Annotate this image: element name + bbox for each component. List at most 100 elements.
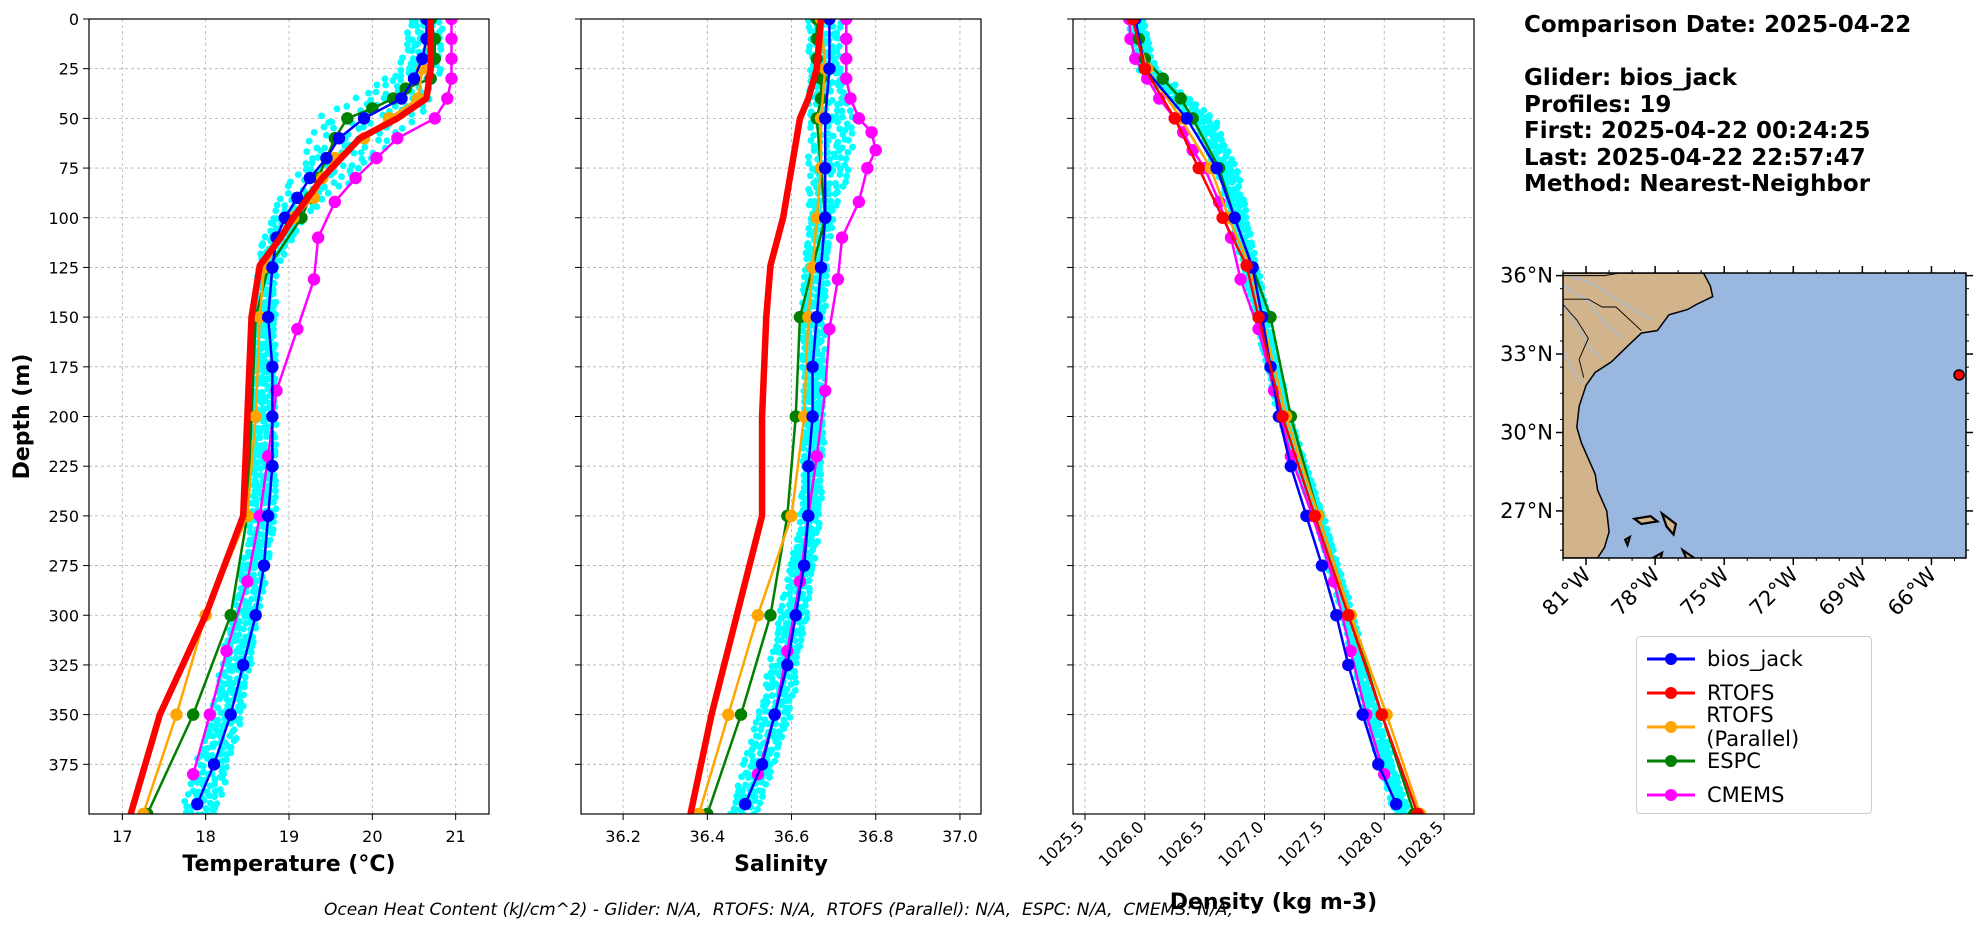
glider-profile-point [227, 743, 235, 751]
data-point-bios-jack [303, 171, 317, 185]
glider-profile-point [766, 750, 773, 758]
x-tick-label: 37.0 [942, 827, 978, 846]
data-point-rtofs [1308, 509, 1321, 523]
glider-profile-point [766, 774, 773, 781]
glider-profile-point [770, 728, 778, 735]
glider-profile-point [330, 179, 338, 187]
glider-profile-point [209, 732, 217, 740]
glider-profile-point [809, 546, 817, 554]
glider-profile-point [768, 692, 776, 699]
glider-profile-point [810, 302, 818, 310]
data-point-bios-jack [1330, 609, 1343, 622]
glider-name: Glider: bios_jack [1524, 65, 1737, 91]
glider-profile-point [322, 131, 330, 139]
glider-profile-point [254, 459, 262, 466]
first-time: First: 2025-04-22 00:24:25 [1524, 118, 1871, 144]
data-point-cmems [810, 450, 823, 463]
glider-profile-point [829, 132, 837, 140]
glider-profile-point [1241, 200, 1248, 208]
glider-profile-point [222, 690, 230, 697]
glider-profile-point [397, 58, 405, 66]
glider-profile-point [251, 588, 258, 596]
glider-profile-point [814, 505, 822, 512]
data-point-rtofs-parallel [170, 708, 183, 721]
glider-profile-point [397, 76, 405, 84]
glider-profile-point [793, 647, 801, 655]
glider-profile-point [849, 143, 856, 151]
glider-profile-point [235, 631, 243, 639]
glider-profile-point [1388, 762, 1396, 769]
glider-profile-point [210, 810, 218, 814]
glider-profile-point [827, 232, 834, 240]
y-tick-label: 275 [48, 557, 79, 576]
series-line-rtofs-parallel [697, 19, 827, 814]
glider-profile-point [790, 549, 797, 557]
lat-tick-label: 33°N [1500, 342, 1553, 366]
legend-swatch-espc [1647, 755, 1695, 767]
glider-profile-point [1234, 168, 1242, 176]
data-point-rtofs-parallel [136, 807, 150, 814]
temperature-panel: 17 18 19 20 21 0 25 50 75 100 125 150 175 200 225 250 27… [10, 10, 490, 877]
glider-profile-point [792, 679, 800, 686]
glider-profile-point [247, 660, 255, 667]
glider-profile-point [211, 793, 218, 801]
data-point-cmems [349, 171, 362, 185]
data-point-bios-jack [407, 72, 421, 85]
glider-profile-point [799, 356, 807, 364]
data-point-cmems [370, 151, 383, 165]
glider-profile-point [236, 648, 244, 656]
data-point-rtofs-parallel [785, 509, 798, 523]
data-point-bios-jack [191, 797, 204, 811]
glider-profile-point [818, 494, 825, 502]
glider-profile-point [748, 752, 756, 760]
glider-profile-point [221, 778, 229, 786]
glider-profile-point [785, 697, 793, 704]
glider-profile-point [272, 487, 280, 495]
legend-swatch-rtofs [1647, 687, 1695, 699]
glider-profile-point [786, 590, 794, 598]
glider-profile-point [774, 743, 782, 751]
glider-profile-point [739, 811, 747, 814]
glider-profile-point [751, 797, 759, 804]
legend-swatch-bios-jack [1647, 653, 1695, 665]
glider-profile-point [380, 94, 388, 102]
glider-profile-point [199, 762, 207, 770]
comparison-info: Comparison Date: 2025-04-22 Glider: bios… [1524, 12, 1911, 198]
glider-profile-point [414, 40, 422, 48]
glider-profile-point [1337, 571, 1345, 578]
y-tick-label: 200 [48, 408, 79, 427]
y-tick-label: 100 [48, 209, 79, 228]
data-point-bios-jack [802, 509, 815, 523]
series-line-bios-jack [1134, 19, 1398, 805]
glider-profile-point [245, 552, 253, 560]
glider-profile-point [1209, 142, 1217, 150]
legend: bios_jack RTOFS RTOFS (Parallel) ESPC CM… [1636, 636, 1872, 814]
data-point-cmems [1344, 644, 1357, 658]
glider-profile-point [252, 495, 260, 503]
glider-profile-point [1401, 809, 1409, 814]
glider-profile-point [832, 201, 840, 209]
glider-profile-point [810, 147, 818, 155]
glider-profile-point [823, 280, 831, 287]
glider-profile-point [187, 809, 195, 814]
data-point-cmems [291, 322, 304, 336]
glider-profile-point [251, 564, 258, 572]
glider-profile-point [811, 198, 819, 205]
y-tick-label: 250 [48, 507, 79, 526]
data-point-bios-jack [1180, 112, 1193, 125]
glider-profile-point [1248, 242, 1256, 249]
y-tick-label: 75 [59, 159, 79, 178]
glider-profile-point [265, 404, 273, 411]
glider-profile-point [773, 751, 781, 759]
glider-profile-point [271, 481, 279, 489]
glider-profile-point [335, 182, 343, 190]
data-point-bios-jack [1284, 459, 1298, 473]
x-tick-label: 36.2 [605, 827, 641, 846]
glider-profile-point [352, 94, 360, 102]
y-tick-label: 50 [59, 109, 79, 128]
glider-profile-point [777, 607, 784, 615]
data-point-rtofs-parallel [249, 410, 262, 423]
data-point-cmems [428, 112, 442, 125]
glider-profile-point [783, 685, 791, 693]
data-point-cmems [391, 132, 404, 145]
